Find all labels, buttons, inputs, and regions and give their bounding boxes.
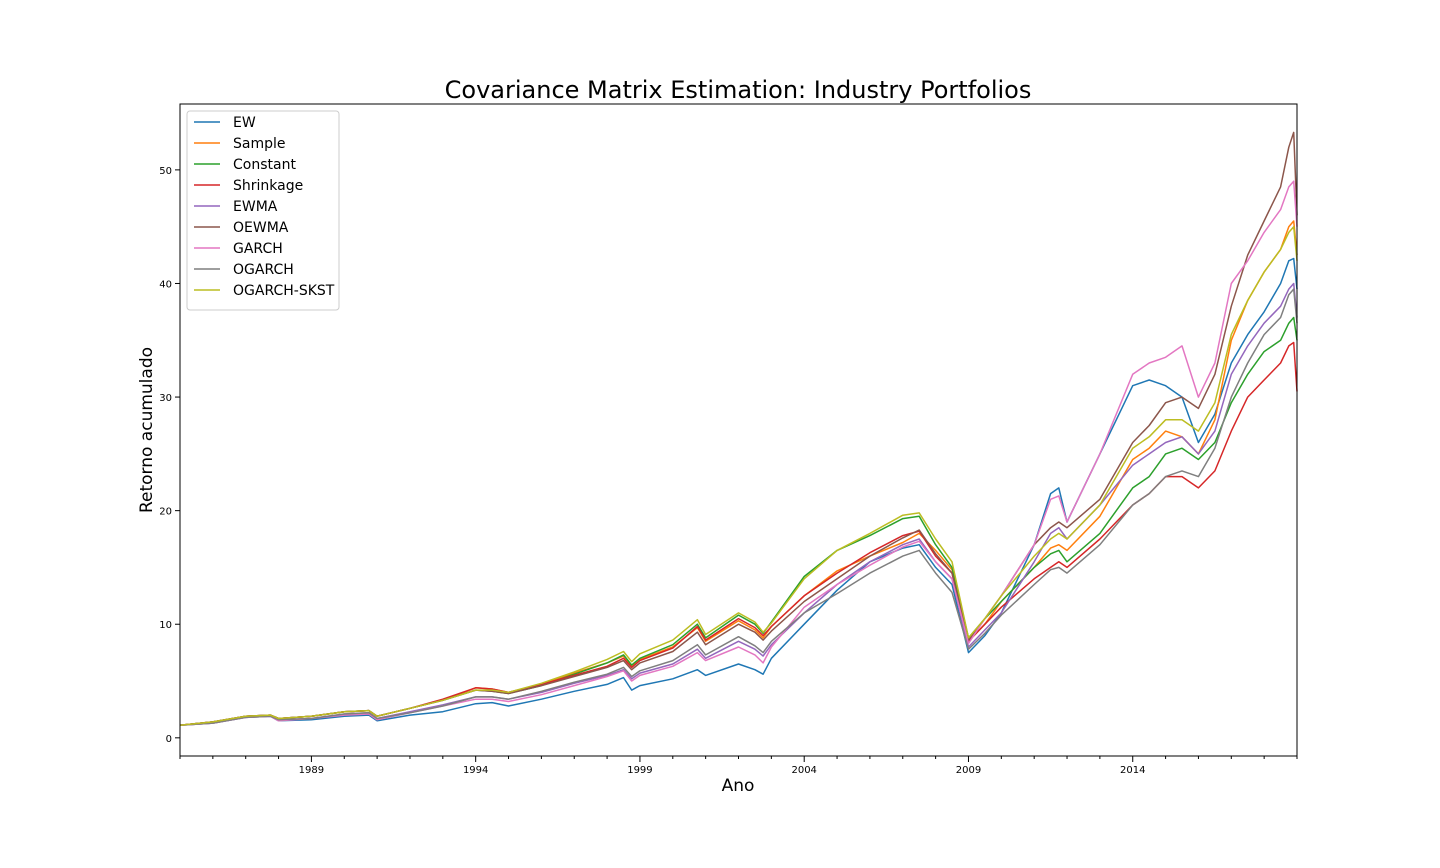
y-axis: 0 10 20 30 40 50: [159, 166, 180, 745]
legend-label-ewma: EWMA: [233, 199, 278, 215]
y-tick-label: 20: [159, 507, 172, 518]
series-line-ewma: [179, 282, 1298, 727]
legend-label-garch: GARCH: [233, 241, 283, 257]
series-line-sample: [179, 220, 1298, 727]
x-axis-label: Ano: [722, 776, 755, 796]
y-tick-label: 40: [159, 279, 172, 290]
x-axis: 1989 1994 1999 2004 2009 2014: [179, 756, 1298, 776]
x-tick-label: 2009: [956, 765, 981, 776]
series-line-ogarch: [179, 288, 1298, 727]
y-tick-label: 0: [166, 734, 172, 745]
plot-area: [179, 131, 1298, 727]
x-tick-label: 1994: [463, 765, 488, 776]
legend-label-constant: Constant: [233, 157, 296, 173]
y-axis-label: Retorno acumulado: [137, 347, 157, 513]
x-tick-label: 2014: [1120, 765, 1145, 776]
legend-label-sample: Sample: [233, 136, 286, 152]
chart-title: Covariance Matrix Estimation: Industry P…: [445, 76, 1032, 104]
legend-label-oewma: OEWMA: [233, 220, 289, 236]
y-tick-label: 50: [159, 166, 172, 177]
legend-label-shrinkage: Shrinkage: [233, 178, 303, 194]
legend-label-ogarch: OGARCH: [233, 262, 294, 278]
legend-label-ogarch-skst: OGARCH-SKST: [233, 283, 335, 299]
series-line-shrinkage: [179, 341, 1298, 727]
series-line-ogarch-skst: [179, 225, 1298, 727]
plot-frame: [179, 103, 1298, 757]
y-tick-label: 10: [159, 620, 172, 631]
legend-box: [186, 110, 340, 311]
legend: EW Sample Constant Shrinkage EWMA OEWMA GARCH O…: [186, 110, 340, 311]
x-tick-label: 1999: [627, 765, 652, 776]
legend-label-ew: EW: [233, 115, 256, 131]
y-tick-label: 30: [159, 393, 172, 404]
x-tick-label: 2004: [791, 765, 816, 776]
x-tick-label: 1989: [299, 765, 324, 776]
